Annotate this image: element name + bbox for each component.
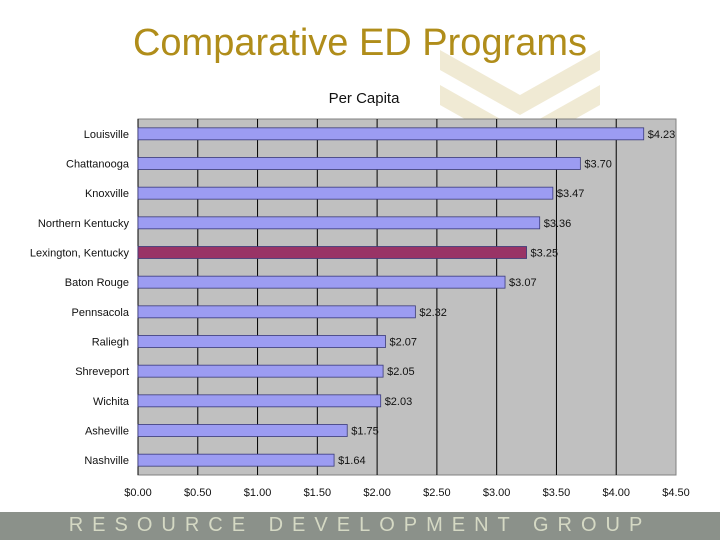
- bar: [137, 127, 645, 141]
- bar: [137, 453, 335, 467]
- data-label: $2.05: [387, 366, 415, 378]
- footer-bar: RESOURCE DEVELOPMENT GROUP: [0, 512, 720, 540]
- data-label: $3.47: [557, 188, 585, 200]
- data-label: $1.75: [351, 426, 379, 438]
- category-label: Raliegh: [92, 337, 129, 349]
- footer-brand: RESOURCE DEVELOPMENT GROUP: [68, 514, 652, 536]
- data-label: $4.23: [648, 129, 676, 141]
- data-label: $3.07: [509, 277, 537, 289]
- category-label: Pennsacola: [72, 307, 130, 319]
- bar: [137, 364, 384, 378]
- data-label: $1.64: [338, 455, 366, 467]
- x-tick-label: $2.50: [423, 487, 451, 499]
- data-label: $2.07: [389, 337, 417, 349]
- x-tick-label: $3.50: [543, 487, 571, 499]
- category-label: Knoxville: [85, 188, 129, 200]
- category-label: Northern Kentucky: [38, 218, 130, 230]
- bar-chart: $0.00 $0.50 $1.00 $1.50 $2.00 $2.50 $3.00 $3.50…: [30, 118, 690, 499]
- x-tick-label: $4.50: [662, 487, 690, 499]
- chart-title: Per Capita: [328, 90, 400, 107]
- data-label: $2.03: [385, 396, 413, 408]
- category-label: Wichita: [93, 396, 130, 408]
- category-label: Baton Rouge: [65, 277, 129, 289]
- x-tick-label: $4.00: [602, 487, 630, 499]
- data-label: $2.32: [419, 307, 447, 319]
- data-label: $3.25: [531, 248, 559, 260]
- bar: [137, 216, 541, 230]
- x-tick-label: $1.00: [244, 487, 272, 499]
- data-label: $3.70: [584, 159, 612, 171]
- x-tick-label: $1.50: [304, 487, 332, 499]
- bar: [137, 424, 348, 437]
- category-label: Asheville: [85, 426, 129, 438]
- bar: [137, 157, 581, 170]
- x-tick-label: $2.00: [363, 487, 391, 499]
- bar-highlight: [137, 246, 527, 259]
- bar: [137, 186, 554, 200]
- bar: [137, 335, 386, 348]
- bar: [137, 305, 416, 319]
- x-tick-label: $0.50: [184, 487, 212, 499]
- x-tick-label: $0.00: [124, 487, 152, 499]
- bar: [137, 394, 382, 408]
- category-label: Louisville: [84, 129, 129, 141]
- category-label: Nashville: [84, 455, 129, 467]
- category-label: Shreveport: [75, 366, 129, 378]
- plot-area: [137, 118, 677, 476]
- category-label: Chattanooga: [66, 159, 130, 171]
- bar: [137, 275, 506, 289]
- category-label: Lexington, Kentucky: [30, 248, 130, 260]
- page-title: Comparative ED Programs: [132, 22, 588, 64]
- x-tick-label: $3.00: [483, 487, 511, 499]
- data-label: $3.36: [544, 218, 572, 230]
